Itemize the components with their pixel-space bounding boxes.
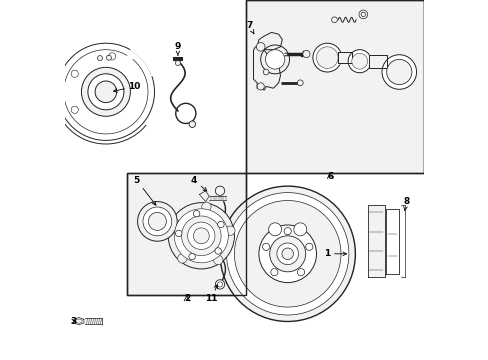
Circle shape (181, 216, 221, 256)
Polygon shape (74, 318, 84, 325)
Circle shape (381, 55, 416, 89)
Bar (246, 0, 424, 173)
Circle shape (347, 50, 370, 73)
Circle shape (168, 203, 234, 269)
Text: 9: 9 (174, 42, 181, 55)
Circle shape (88, 74, 123, 110)
Polygon shape (367, 205, 384, 277)
Circle shape (234, 201, 340, 307)
Circle shape (108, 53, 116, 60)
Circle shape (193, 210, 200, 217)
Polygon shape (253, 47, 280, 90)
Circle shape (297, 80, 303, 86)
Circle shape (81, 67, 130, 116)
Bar (127, 173, 246, 295)
Polygon shape (386, 209, 398, 274)
Circle shape (226, 193, 348, 315)
Circle shape (386, 59, 411, 85)
Circle shape (293, 223, 306, 236)
Circle shape (97, 55, 102, 60)
Circle shape (137, 202, 177, 241)
Circle shape (189, 121, 195, 127)
Text: 10: 10 (113, 82, 141, 92)
Circle shape (188, 253, 195, 260)
Bar (127, 173, 246, 295)
Circle shape (258, 225, 316, 283)
Circle shape (361, 12, 365, 17)
Circle shape (312, 43, 341, 72)
Circle shape (177, 254, 186, 263)
Circle shape (256, 42, 264, 51)
Circle shape (282, 248, 293, 260)
Circle shape (276, 243, 298, 265)
Circle shape (351, 53, 367, 69)
Circle shape (193, 228, 209, 244)
Circle shape (175, 60, 180, 66)
Text: 4: 4 (190, 176, 206, 191)
Circle shape (265, 50, 284, 69)
Circle shape (263, 69, 268, 75)
Circle shape (225, 226, 235, 235)
Circle shape (169, 219, 179, 228)
Circle shape (270, 269, 277, 276)
Circle shape (257, 83, 264, 90)
Text: 8: 8 (403, 197, 409, 210)
Circle shape (142, 207, 171, 236)
Polygon shape (199, 191, 209, 202)
Circle shape (268, 223, 281, 236)
Text: 6: 6 (326, 172, 333, 181)
Circle shape (316, 47, 337, 68)
Bar (246, 0, 424, 173)
Circle shape (71, 106, 78, 113)
Circle shape (297, 269, 304, 276)
Circle shape (148, 212, 166, 230)
Circle shape (284, 228, 291, 235)
Circle shape (358, 10, 367, 19)
Circle shape (305, 243, 312, 251)
Text: 2: 2 (183, 294, 190, 302)
Circle shape (302, 50, 309, 58)
Circle shape (202, 202, 211, 211)
Polygon shape (257, 32, 282, 50)
Circle shape (106, 55, 111, 60)
Circle shape (71, 70, 78, 77)
Text: 7: 7 (245, 21, 253, 34)
Circle shape (262, 243, 269, 251)
Text: 3: 3 (70, 317, 77, 325)
Text: 5: 5 (133, 176, 156, 205)
Circle shape (213, 255, 223, 265)
Polygon shape (179, 229, 201, 243)
Text: 11: 11 (204, 285, 217, 303)
Circle shape (331, 17, 337, 23)
Text: 1: 1 (324, 249, 346, 258)
Circle shape (220, 186, 355, 321)
Circle shape (260, 45, 289, 74)
Circle shape (175, 230, 182, 237)
Circle shape (215, 186, 224, 195)
Circle shape (187, 222, 215, 249)
Circle shape (214, 248, 221, 254)
Circle shape (95, 81, 117, 103)
Circle shape (217, 282, 222, 287)
Circle shape (217, 221, 224, 228)
Circle shape (174, 209, 228, 263)
Circle shape (215, 280, 224, 289)
Circle shape (269, 236, 305, 272)
